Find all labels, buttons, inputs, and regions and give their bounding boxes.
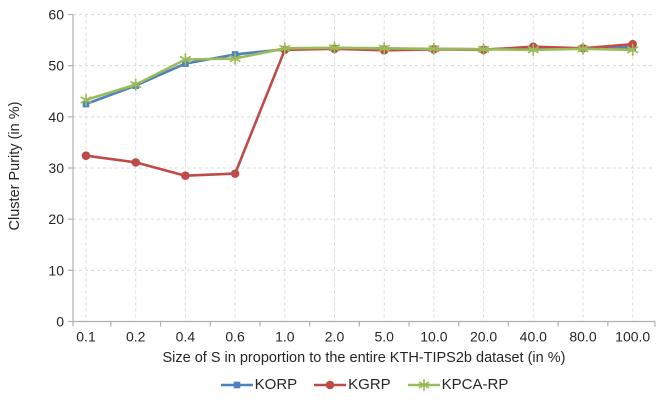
series-line-kgrp [84,42,635,177]
x-tick-label: 80.0 [569,329,596,345]
marker-kpca-rp [378,44,390,52]
x-tick-label: 1.0 [275,329,295,345]
x-tick-label: 0.4 [176,329,196,345]
legend-label-kpca-rp: KPCA-RP [441,376,509,393]
marker-kpca-rp [428,45,440,53]
x-tick-label: 2.0 [325,329,345,345]
x-tick-label: 0.2 [126,329,146,345]
marker-kpca-rp [279,44,291,52]
y-tick-label: 40 [48,109,64,125]
legend-label-kgrp: KGRP [348,376,391,393]
x-tick-label: 0.1 [76,329,96,345]
marker-kpca-rp [130,81,142,89]
x-tick-label: 0.6 [225,329,245,345]
y-tick-label: 30 [48,160,64,176]
y-tick-label: 10 [48,262,64,278]
marker-kgrp [181,171,190,180]
x-tick-label: 5.0 [374,329,394,345]
x-tick-label: 100.0 [615,329,650,345]
legend-item-korp: KORP [220,376,298,393]
x-tick-label: 40.0 [520,329,547,345]
marker-kpca-rp [627,46,639,54]
series-line-korp [84,45,635,106]
marker-kgrp [81,151,91,161]
y-tick-label: 60 [48,7,64,23]
marker-kpca-rp [328,44,341,52]
y-tick-label: 20 [48,211,64,227]
legend-asterisk-icon [407,378,440,391]
legend-item-kgrp: KGRP [313,376,391,393]
marker-kpca-rp [478,45,490,53]
legend: KORP KGRP KPCA-RP [73,376,655,393]
x-tick-label: 20.0 [470,329,497,345]
plot-area: 0 10 20 30 40 50 60 0.1 0.2 0.4 0.6 1.0 2.0 5.0 10.0 20… [48,7,656,345]
x-axis-title: Size of S in proportion to the entire KT… [162,350,566,366]
y-tick-label: 50 [48,58,64,74]
legend-label-korp: KORP [254,376,298,393]
marker-kgrp [230,169,240,178]
legend-circle-icon [314,380,347,389]
marker-kpca-rp [527,46,539,54]
legend-item-kpca-rp: KPCA-RP [407,376,509,393]
x-tick-label: 10.0 [420,329,447,345]
marker-kpca-rp [229,54,241,63]
series-line-kpca-rp [84,46,635,102]
marker-kgrp [131,158,140,167]
marker-kpca-rp [80,96,92,104]
marker-kpca-rp [179,55,191,64]
y-axis-title: Cluster Purity (in %) [7,101,23,231]
y-tick-label: 0 [56,314,64,330]
legend-square-icon [220,381,253,388]
marker-kpca-rp [577,45,589,53]
